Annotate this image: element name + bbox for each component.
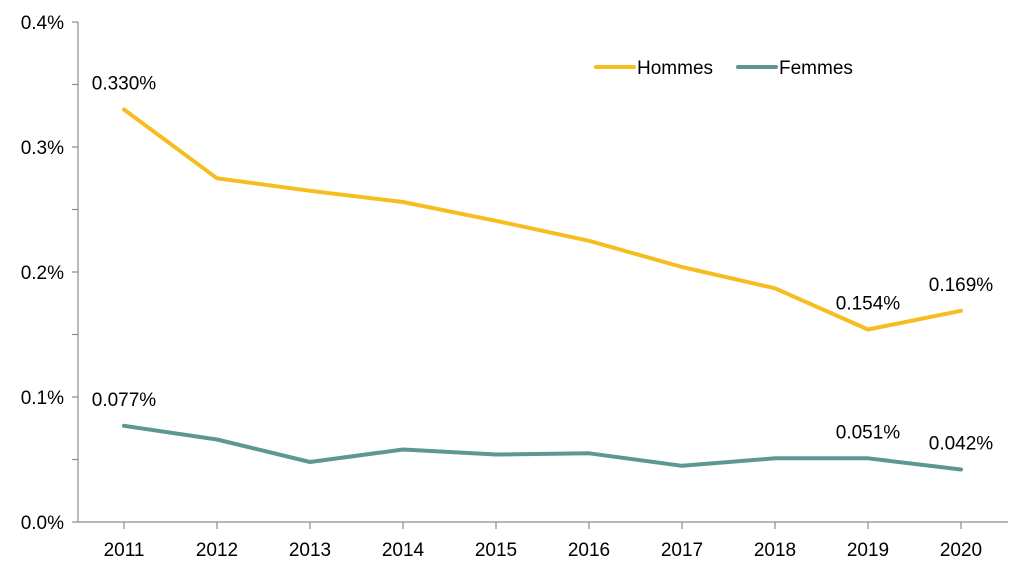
- x-tick-label: 2019: [847, 540, 889, 561]
- y-tick-label: 0.4%: [21, 13, 64, 34]
- x-tick-label: 2014: [382, 540, 425, 561]
- x-tick-label: 2016: [568, 540, 610, 561]
- y-tick-label: 0.3%: [21, 138, 64, 159]
- y-tick-label: 0.2%: [21, 263, 64, 284]
- chart-legend: Hommes Femmes: [594, 58, 853, 79]
- legend-label-femmes: Femmes: [779, 58, 853, 79]
- x-axis-ticks: 2011 2012 2013 2014 2015 2016 2017 2018 2019 2020: [104, 522, 982, 561]
- series-line-femmes: [122, 423, 963, 472]
- chart-axes: [77, 22, 1008, 523]
- y-tick-label: 0.1%: [21, 388, 64, 409]
- x-tick-label: 2013: [289, 540, 331, 561]
- legend-label-hommes: Hommes: [637, 58, 713, 79]
- data-label-femmes: 0.051%: [836, 422, 901, 443]
- x-tick-label: 2011: [104, 540, 145, 561]
- x-tick-label: 2012: [196, 540, 238, 561]
- y-axis-ticks: 0.0% 0.1% 0.2% 0.3% 0.4%: [21, 13, 78, 534]
- x-tick-label: 2017: [661, 540, 703, 561]
- x-tick-label: 2018: [754, 540, 796, 561]
- data-label-femmes: 0.042%: [929, 434, 994, 455]
- x-tick-label: 2015: [475, 540, 517, 561]
- data-label-femmes: 0.077%: [92, 390, 157, 411]
- y-tick-label: 0.0%: [21, 513, 64, 534]
- x-tick-label: 2020: [940, 540, 982, 561]
- data-label-hommes: 0.330%: [92, 74, 157, 95]
- chart-series: [122, 107, 963, 472]
- data-labels: 0.330% 0.154% 0.169% 0.077% 0.051% 0.042%: [92, 74, 994, 455]
- data-label-hommes: 0.169%: [929, 275, 994, 296]
- data-label-hommes: 0.154%: [836, 294, 901, 315]
- series-line-hommes: [122, 107, 963, 332]
